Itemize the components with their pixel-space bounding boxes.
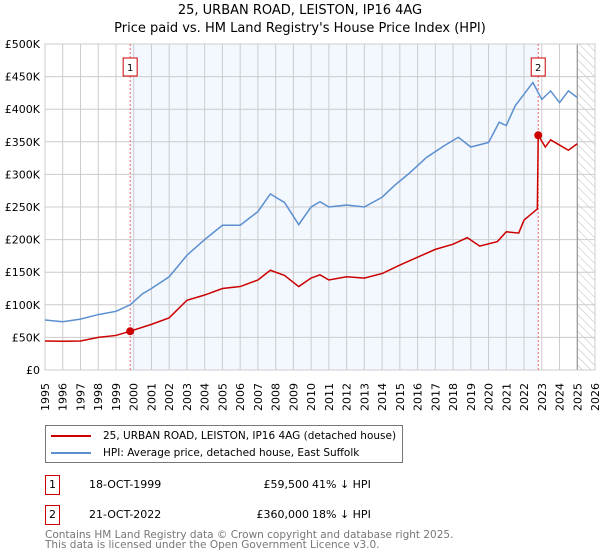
x-tick-label: 2014	[376, 383, 389, 411]
y-tick-label: £450K	[5, 71, 41, 84]
legend-swatch-blue	[51, 452, 91, 454]
x-tick-label: 2016	[412, 383, 425, 411]
sale-hpi-diff: 41% ↓ HPI	[312, 478, 371, 491]
x-tick-label: 2026	[589, 383, 600, 411]
y-tick-label: £200K	[5, 234, 41, 247]
x-tick-label: 2017	[429, 383, 442, 411]
x-tick-label: 2011	[323, 383, 336, 411]
sale-point	[534, 131, 543, 140]
sale-label-box	[122, 57, 138, 77]
series-line-property	[44, 132, 578, 343]
x-tick-label: 2025	[571, 383, 584, 411]
x-tick-label: 2006	[234, 383, 247, 411]
sale-hpi-diff: 18% ↓ HPI	[312, 508, 371, 521]
x-tick-label: 2021	[500, 383, 513, 411]
x-tick-label: 2000	[128, 383, 141, 411]
legend-item-property: 25, URBAN ROAD, LEISTON, IP16 4AG (detac…	[46, 428, 396, 444]
x-tick-label: 2005	[216, 383, 229, 411]
legend-swatch-red	[51, 435, 91, 437]
title-line: 25, URBAN ROAD, LEISTON, IP16 4AG	[177, 3, 423, 18]
sale-date: 18-OCT-1999	[89, 478, 162, 491]
legend: 25, URBAN ROAD, LEISTON, IP16 4AG (detac…	[45, 425, 403, 463]
y-tick-label: £350K	[5, 136, 41, 149]
x-tick-label: 2010	[305, 383, 318, 411]
x-tick-label: 1999	[110, 383, 123, 411]
x-tick-label: 2020	[483, 383, 496, 411]
x-tick-label: 2004	[199, 383, 212, 411]
x-tick-label: 2022	[518, 383, 531, 411]
subtitle-line: Price paid vs. HM Land Registry's House …	[114, 21, 486, 36]
x-tick-label: 2003	[181, 383, 194, 411]
x-tick-label: 2019	[465, 383, 478, 411]
sale-label-number: 2	[535, 63, 541, 74]
sale-number-badge: 2	[45, 505, 60, 525]
y-tick-label: £50K	[12, 331, 41, 344]
chart-title: 25, URBAN ROAD, LEISTON, IP16 4AG Price …	[0, 2, 600, 38]
y-tick-label: £100K	[5, 299, 41, 312]
sale-date: 21-OCT-2022	[89, 508, 162, 521]
x-tick-label: 2018	[447, 383, 460, 411]
x-tick-label: 2013	[358, 383, 371, 411]
sale-row-1: 1 18-OCT-1999 £59,500 41% ↓ HPI	[45, 475, 405, 495]
x-tick-label: 1995	[39, 383, 52, 411]
x-tick-label: 2023	[536, 383, 549, 411]
x-tick-label: 2002	[163, 383, 176, 411]
x-tick-label: 1996	[57, 383, 70, 411]
legend-label: 25, URBAN ROAD, LEISTON, IP16 4AG (detac…	[103, 430, 397, 442]
y-tick-label: £150K	[5, 266, 41, 279]
y-tick-label: £250K	[5, 201, 41, 214]
y-tick-label: £0	[26, 364, 40, 377]
x-tick-label: 1998	[92, 383, 105, 411]
sale-price: £360,000	[256, 508, 310, 521]
x-tick-label: 2012	[341, 383, 354, 411]
x-tick-label: 2024	[554, 383, 567, 411]
legend-item-hpi: HPI: Average price, detached house, East…	[46, 445, 359, 461]
x-tick-label: 1997	[74, 383, 87, 411]
y-tick-label: £500K	[5, 38, 41, 51]
y-tick-label: £300K	[5, 168, 41, 181]
footer-line: This data is licensed under the Open Gov…	[45, 539, 380, 551]
x-tick-label: 2015	[394, 383, 407, 411]
legend-label: HPI: Average price, detached house, East…	[103, 447, 360, 459]
x-tick-label: 2001	[145, 383, 158, 411]
sale-row-2: 2 21-OCT-2022 £360,000 18% ↓ HPI	[45, 505, 405, 525]
sale-price: £59,500	[263, 478, 310, 491]
series-line-hpi	[44, 81, 578, 323]
y-tick-label: £400K	[5, 103, 41, 116]
x-tick-label: 2007	[252, 383, 265, 411]
footer-line: Contains HM Land Registry data © Crown c…	[45, 529, 454, 541]
x-tick-label: 2009	[287, 383, 300, 411]
sale-number-badge: 1	[45, 475, 60, 495]
sale-label-number: 1	[127, 63, 133, 74]
chart-plot: 1995 1996 1997 1998 1999 2000 2001 2002 2003 2004…	[5, 38, 600, 411]
plot-border	[44, 43, 596, 371]
footer-note: Contains HM Land Registry data © Crown c…	[45, 529, 454, 551]
x-tick-label: 2008	[270, 383, 283, 411]
sale-point	[126, 327, 135, 336]
sale-label-box	[530, 57, 546, 77]
